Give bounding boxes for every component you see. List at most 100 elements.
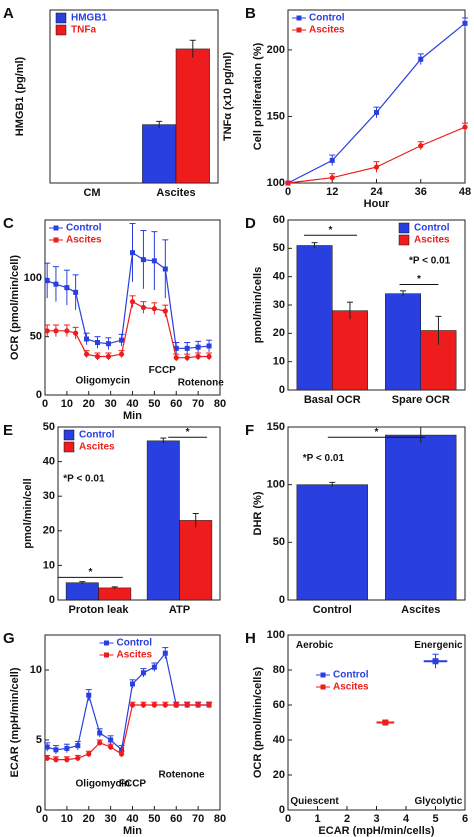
point: [53, 747, 59, 753]
point: [173, 702, 179, 708]
point: [162, 650, 168, 656]
point: [195, 353, 201, 360]
point: [108, 737, 114, 743]
x-tick-label: 24: [370, 186, 383, 198]
annotation: FCCP: [149, 365, 177, 376]
y-axis-label: pmol/min/cells: [252, 267, 264, 343]
point: [64, 285, 70, 291]
annotation: FCCP: [119, 778, 147, 789]
point: [64, 328, 70, 334]
y-tick-label: 50: [30, 331, 42, 343]
x-tick-label: Ascites: [401, 604, 440, 616]
plot-frame: [57, 426, 221, 601]
x-axis-label: Min: [123, 825, 142, 837]
y-tick-label: 10: [30, 664, 42, 676]
point: [95, 340, 100, 345]
x-tick-label: Basal OCR: [304, 394, 361, 406]
point: [173, 345, 179, 351]
x-tick-label: 40: [126, 813, 138, 825]
x-tick-label: 6: [462, 813, 468, 825]
y-tick-label: 40: [273, 271, 285, 283]
point: [73, 330, 79, 336]
panel-letter: F: [245, 422, 254, 439]
point: [97, 740, 103, 746]
legend-label: Control: [79, 430, 115, 441]
point: [173, 355, 179, 361]
y-tick-label: 80: [273, 664, 285, 676]
series-line: [46, 251, 210, 349]
point: [329, 175, 335, 181]
annotation: *: [186, 427, 190, 438]
point: [44, 278, 50, 284]
point: [94, 353, 101, 360]
y-tick-label: 0: [36, 389, 42, 401]
bar: [142, 124, 177, 184]
point: [119, 337, 125, 343]
legend-label: Ascites: [414, 235, 450, 246]
y-tick-label: 50: [273, 536, 285, 548]
point: [130, 250, 135, 256]
x-tick-label: 3: [373, 813, 379, 825]
annotation: *: [329, 225, 333, 236]
point: [44, 755, 50, 761]
x-tick-label: 50: [148, 398, 160, 410]
x-tick-label: 70: [192, 398, 204, 410]
panel-letter: A: [3, 5, 14, 22]
y-axis-label: pmol/min/cell: [22, 478, 34, 548]
point: [129, 299, 136, 305]
point: [97, 730, 103, 736]
point: [44, 328, 50, 334]
point: [73, 289, 79, 295]
x-tick-label: 60: [170, 398, 182, 410]
bar: [146, 440, 180, 601]
panel-letter: D: [245, 215, 256, 232]
annotation: *: [417, 274, 421, 285]
point: [44, 744, 50, 750]
point: [64, 745, 70, 751]
point: [195, 702, 201, 708]
x-tick-label: CM: [83, 187, 100, 199]
point: [130, 681, 135, 687]
point: [119, 747, 125, 753]
x-tick-label: 0: [285, 186, 291, 198]
legend-swatch: [63, 429, 75, 441]
point: [129, 702, 136, 708]
x-tick-label: 10: [61, 398, 73, 410]
annotation: Rotenone: [178, 377, 225, 388]
bar: [332, 310, 368, 391]
y-tick-label: 50: [273, 242, 285, 254]
legend-swatch: [63, 441, 75, 453]
bar: [98, 587, 132, 601]
legend-marker: [53, 237, 59, 243]
y-tick-label: 20: [43, 525, 55, 537]
y-tick-label: 50: [43, 421, 55, 433]
bar: [179, 520, 213, 601]
y-tick-label: 10: [43, 559, 55, 571]
point: [418, 143, 424, 149]
point: [75, 755, 81, 761]
panel-letter: G: [3, 630, 15, 647]
annotation: Energenic: [414, 640, 463, 651]
x-tick-label: Spare OCR: [392, 394, 450, 406]
annotation: *: [88, 567, 92, 578]
x-tick-label: 0: [285, 813, 291, 825]
legend-swatch: [398, 234, 410, 246]
x-tick-label: 5: [432, 813, 438, 825]
x-tick-label: ATP: [169, 604, 190, 616]
point: [118, 351, 125, 357]
y-tick-label: 30: [43, 490, 55, 502]
point: [140, 257, 146, 263]
series-line: [47, 704, 210, 761]
x-axis-label: ECAR (mpH/min/cells): [318, 825, 434, 837]
legend-marker: [104, 640, 109, 646]
legend-marker: [296, 27, 302, 33]
point: [162, 266, 168, 272]
point: [195, 344, 201, 350]
point: [373, 164, 380, 170]
point: [151, 702, 157, 708]
legend-label: Ascites: [333, 682, 369, 693]
plot-frame: [49, 9, 219, 184]
point: [162, 308, 168, 314]
annotation: *P < 0.01: [409, 255, 451, 266]
point: [108, 744, 114, 750]
